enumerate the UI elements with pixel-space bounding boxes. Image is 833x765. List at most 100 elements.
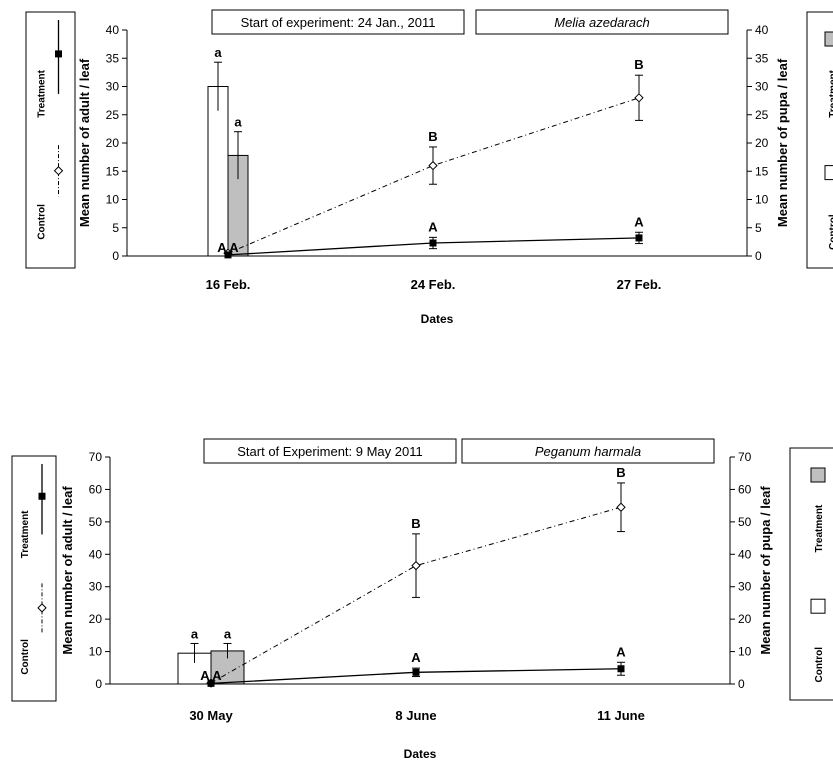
control-point xyxy=(616,502,626,512)
y-axis-left-label: Mean number of adult / leaf xyxy=(60,486,75,655)
treatment-point xyxy=(224,251,232,259)
species-name: Melia azedarach xyxy=(554,15,649,30)
right-tick-label: 50 xyxy=(738,515,752,529)
right-tick-label: 0 xyxy=(755,249,762,263)
x-axis-label: Dates xyxy=(421,312,454,326)
species-box xyxy=(475,9,729,35)
right-tick-label: 60 xyxy=(738,482,752,496)
species-box xyxy=(461,438,715,464)
line-significance-letter: A xyxy=(200,668,210,683)
line-significance-letter: A xyxy=(616,644,626,659)
experiment-note-box xyxy=(203,438,457,464)
line-significance-letter: A xyxy=(428,219,438,234)
x-tick-label: 24 Feb. xyxy=(411,277,456,292)
left-tick-label: 25 xyxy=(106,108,120,122)
left-tick-label: 10 xyxy=(106,193,120,207)
left-tick-label: 0 xyxy=(95,677,102,691)
legend-treatment-label: Treatment xyxy=(37,69,48,117)
bar-legend xyxy=(806,11,833,269)
control-point xyxy=(634,93,644,103)
left-tick-label: 10 xyxy=(89,645,103,659)
y-axis-left-label: Mean number of adult / leaf xyxy=(77,58,92,227)
legend-treatment-swatch xyxy=(824,31,833,47)
line-significance-letter: B xyxy=(428,129,437,144)
right-tick-label: 10 xyxy=(738,645,752,659)
line-significance-letter: A xyxy=(229,240,239,255)
legend-control-swatch xyxy=(810,598,826,614)
line-significance-letter: A xyxy=(634,214,644,229)
legend-treatment-label: Treatment xyxy=(814,504,825,552)
line-significance-letter: B xyxy=(411,516,420,531)
x-axis-label: Dates xyxy=(404,747,437,761)
line-significance-letter: B xyxy=(634,57,643,72)
right-tick-label: 20 xyxy=(738,612,752,626)
legend-control-label: Control xyxy=(20,639,31,675)
bar-significance-letter: a xyxy=(191,626,199,641)
right-tick-label: 30 xyxy=(738,580,752,594)
species-name: Peganum harmala xyxy=(535,444,641,459)
bar-significance-letter: a xyxy=(214,45,222,60)
line-legend xyxy=(11,455,57,702)
bar-significance-letter: a xyxy=(234,115,242,130)
right-tick-label: 25 xyxy=(755,108,769,122)
left-tick-label: 40 xyxy=(106,23,120,37)
y-axis-right-label: Mean number of pupa / leaf xyxy=(775,58,790,227)
experiment-note: Start of experiment: 24 Jan., 2011 xyxy=(241,15,436,30)
line-significance-letter: B xyxy=(616,465,625,480)
right-tick-label: 40 xyxy=(755,23,769,37)
left-tick-label: 15 xyxy=(106,164,120,178)
line-significance-letter: A xyxy=(212,668,222,683)
legend-control-marker xyxy=(53,166,64,176)
legend-treatment-swatch xyxy=(810,467,826,483)
legend-treatment-marker xyxy=(55,50,62,58)
right-tick-label: 40 xyxy=(738,547,752,561)
right-tick-label: 30 xyxy=(755,80,769,94)
bar-control xyxy=(207,86,229,257)
experiment-note-box xyxy=(211,9,465,35)
bar-legend xyxy=(789,447,833,701)
treatment-point xyxy=(635,234,643,242)
left-tick-label: 20 xyxy=(106,136,120,150)
x-tick-label: 11 June xyxy=(597,708,645,723)
left-tick-label: 5 xyxy=(112,221,119,235)
experiment-note: Start of Experiment: 9 May 2011 xyxy=(237,444,422,459)
left-tick-label: 50 xyxy=(89,515,103,529)
left-tick-label: 40 xyxy=(89,547,103,561)
x-tick-label: 27 Feb. xyxy=(617,277,662,292)
line-significance-letter: A xyxy=(217,240,227,255)
left-tick-label: 0 xyxy=(112,249,119,263)
right-tick-label: 0 xyxy=(738,677,745,691)
left-tick-label: 20 xyxy=(89,612,103,626)
legend-control-swatch xyxy=(824,165,833,181)
legend-treatment-label: Treatment xyxy=(20,510,31,558)
right-tick-label: 15 xyxy=(755,164,769,178)
x-tick-label: 8 June xyxy=(395,708,436,723)
control-point xyxy=(428,160,438,171)
treatment-point xyxy=(617,665,625,673)
x-tick-label: 16 Feb. xyxy=(206,277,251,292)
treatment-point xyxy=(207,679,215,687)
legend-control-marker xyxy=(37,603,47,613)
y-axis-right-label: Mean number of pupa / leaf xyxy=(758,486,773,655)
bar-significance-letter: a xyxy=(224,626,232,641)
line-control xyxy=(227,97,640,254)
legend-treatment-marker xyxy=(38,492,46,500)
left-tick-label: 70 xyxy=(89,450,103,464)
right-tick-label: 5 xyxy=(755,221,762,235)
right-tick-label: 70 xyxy=(738,450,752,464)
line-legend xyxy=(25,11,76,269)
left-tick-label: 60 xyxy=(89,482,103,496)
legend-treatment-label: Treatment xyxy=(828,69,833,117)
left-tick-label: 30 xyxy=(89,580,103,594)
left-tick-label: 35 xyxy=(106,51,120,65)
control-point xyxy=(411,560,421,571)
legend-control-label: Control xyxy=(814,647,825,683)
treatment-point xyxy=(429,239,437,247)
left-tick-label: 30 xyxy=(106,80,120,94)
right-tick-label: 20 xyxy=(755,136,769,150)
legend-control-label: Control xyxy=(37,204,48,240)
right-tick-label: 10 xyxy=(755,193,769,207)
right-tick-label: 35 xyxy=(755,51,769,65)
line-significance-letter: A xyxy=(411,650,421,665)
